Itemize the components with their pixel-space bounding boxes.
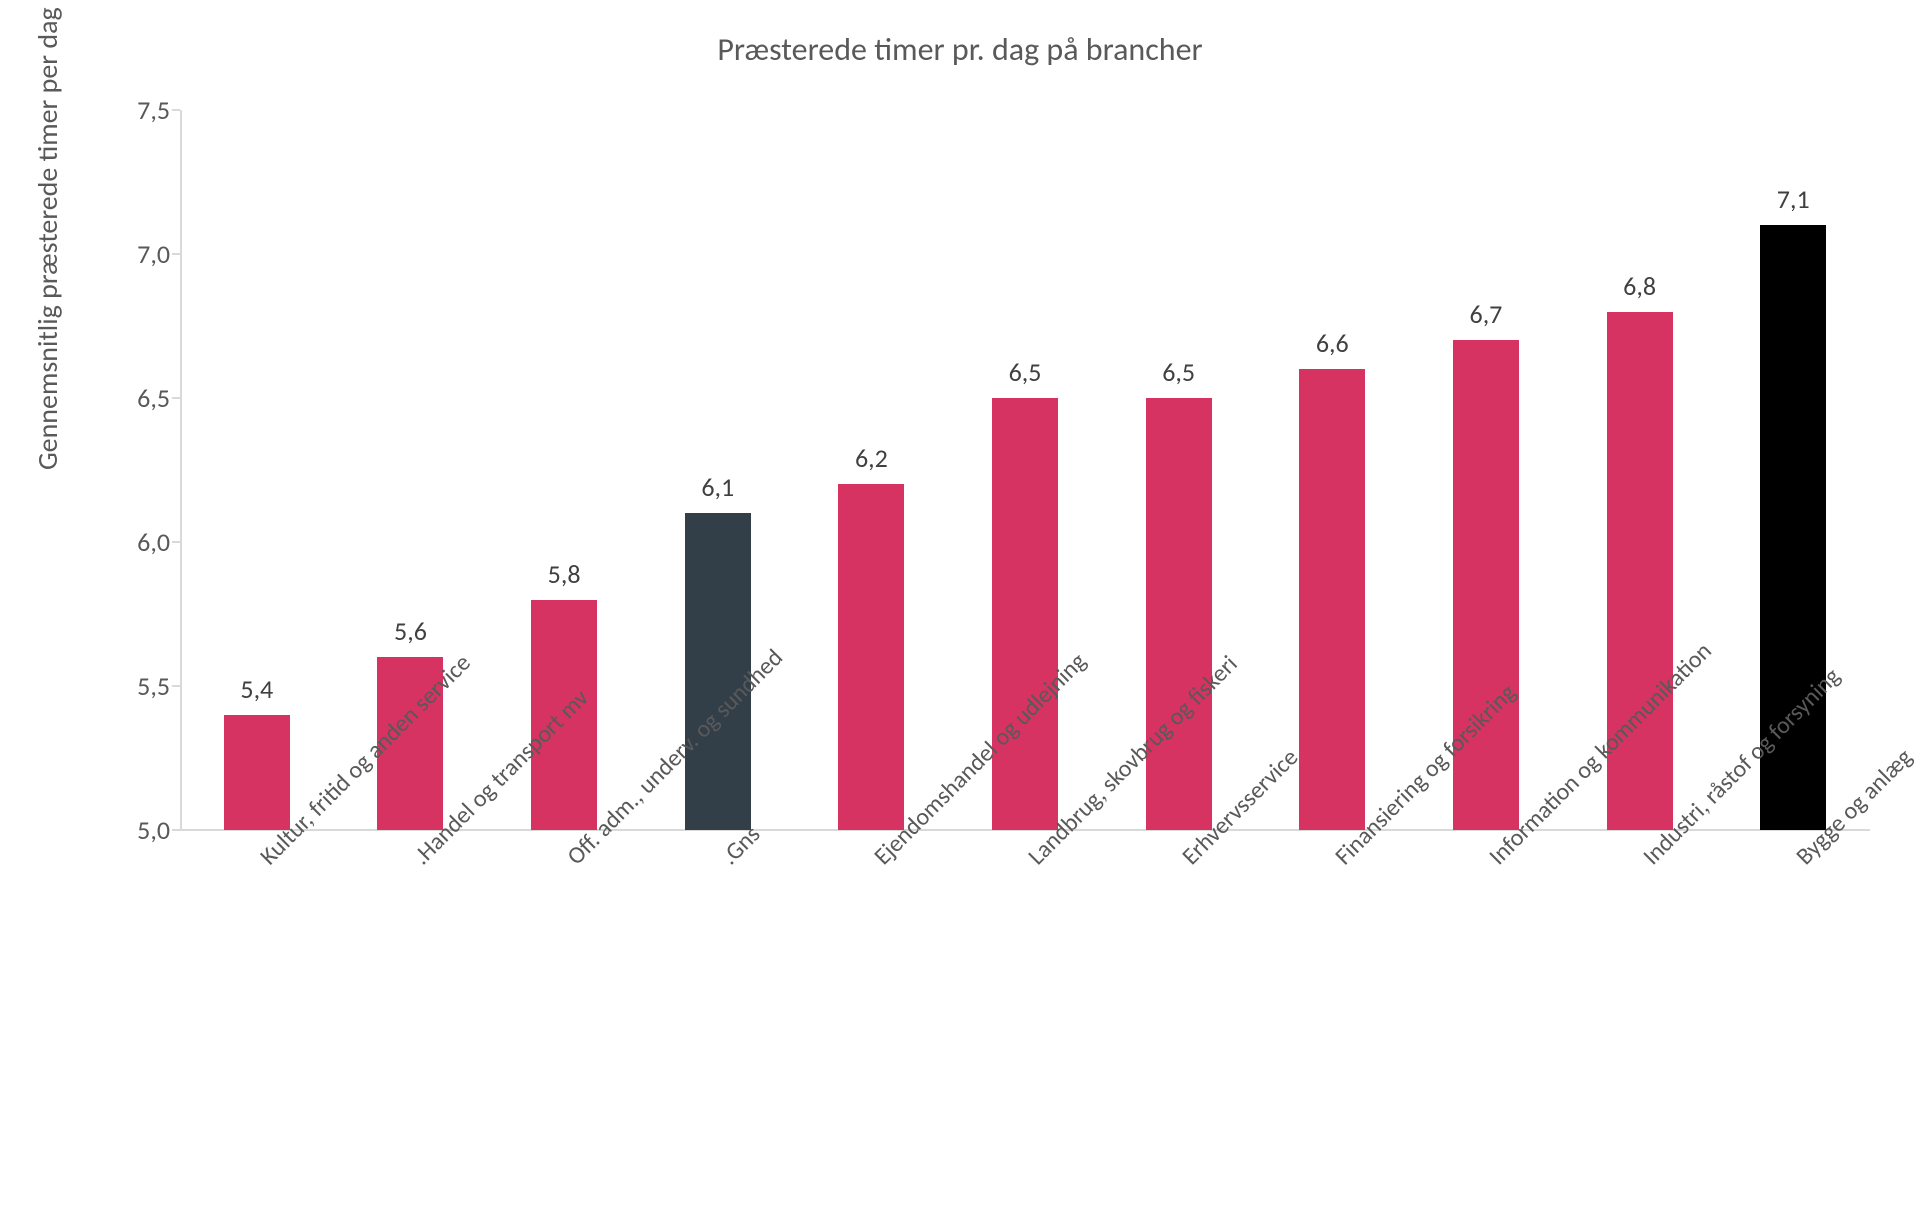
bar-value-label: 5,4 xyxy=(240,673,273,705)
y-tick-label: 7,5 xyxy=(137,94,170,126)
y-tick-mark xyxy=(172,685,180,687)
bar-value-label: 7,1 xyxy=(1777,183,1810,215)
bar-value-label: 5,8 xyxy=(548,558,581,590)
chart-title: Præsterede timer pr. dag på brancher xyxy=(0,30,1920,69)
y-tick-mark xyxy=(172,829,180,831)
y-tick-mark xyxy=(172,397,180,399)
bar xyxy=(1299,369,1365,830)
bar-value-label: 5,6 xyxy=(394,615,427,647)
bar-slot: 6,6 xyxy=(1255,110,1409,830)
bar-chart: Præsterede timer pr. dag på brancher Gen… xyxy=(0,0,1920,1209)
y-tick-label: 5,5 xyxy=(137,670,170,702)
y-tick-label: 6,0 xyxy=(137,526,170,558)
bar-slot: 6,2 xyxy=(795,110,949,830)
bar-value-label: 6,5 xyxy=(1009,356,1042,388)
bar xyxy=(838,484,904,830)
bar xyxy=(224,715,290,830)
y-tick-label: 5,0 xyxy=(137,814,170,846)
bar xyxy=(1146,398,1212,830)
bar-value-label: 6,7 xyxy=(1470,298,1503,330)
bar-value-label: 6,8 xyxy=(1623,270,1656,302)
y-tick-label: 6,5 xyxy=(137,382,170,414)
bar-value-label: 6,1 xyxy=(701,471,734,503)
bar-value-label: 6,5 xyxy=(1162,356,1195,388)
bar-value-label: 6,6 xyxy=(1316,327,1349,359)
y-axis-title: Gennemsnitlig præsterede timer per dag xyxy=(30,7,65,470)
bar xyxy=(992,398,1058,830)
y-tick-label: 7,0 xyxy=(137,238,170,270)
y-tick-mark xyxy=(172,253,180,255)
bar-slot: 5,4 xyxy=(180,110,334,830)
bar-value-label: 6,2 xyxy=(855,442,888,474)
y-tick-mark xyxy=(172,541,180,543)
y-tick-mark xyxy=(172,109,180,111)
